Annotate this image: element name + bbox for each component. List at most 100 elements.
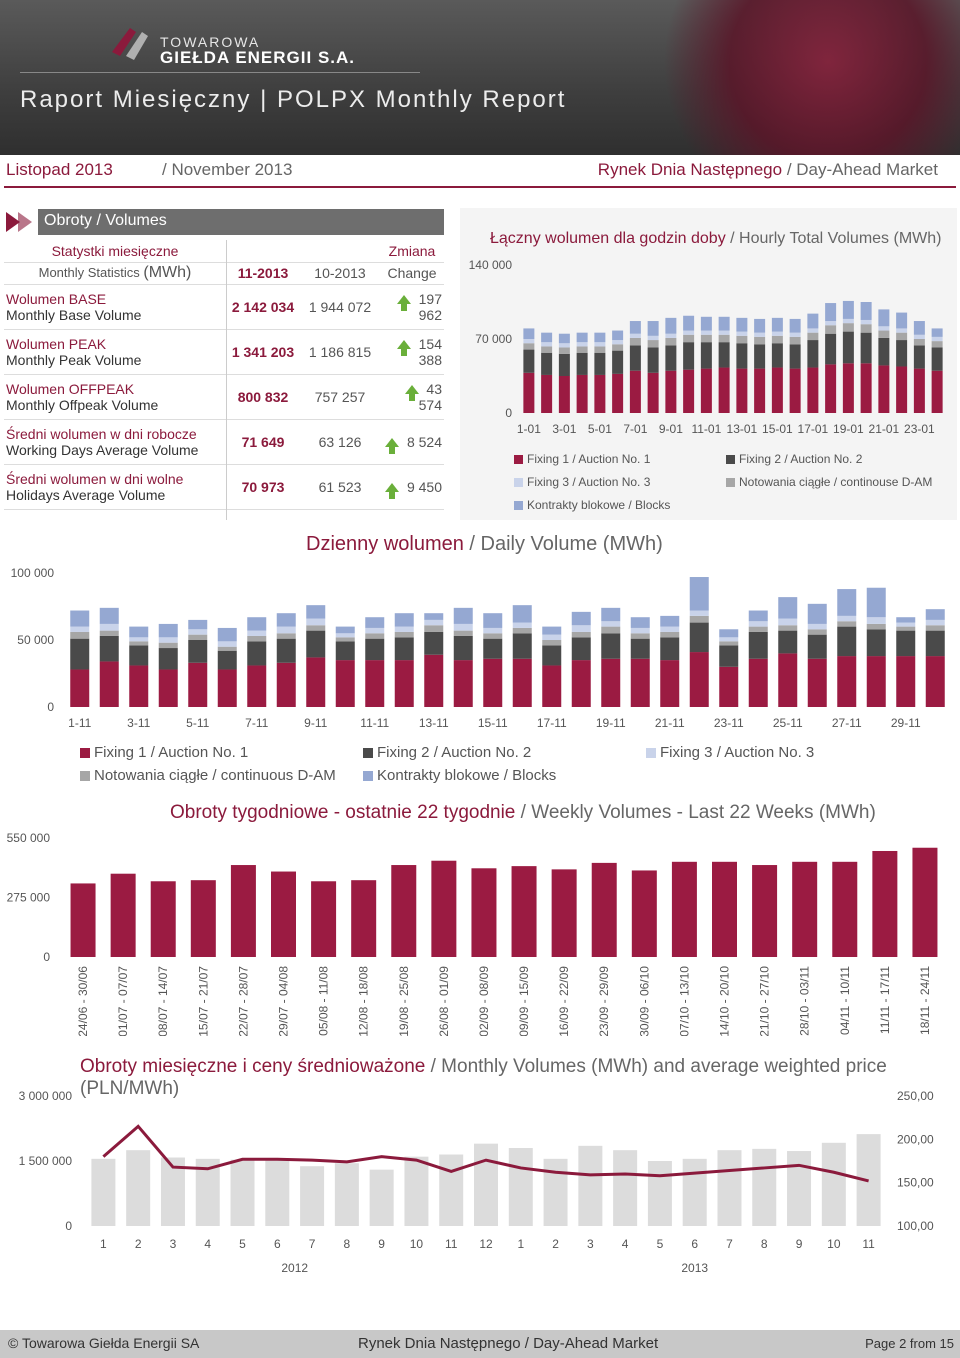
monthly-bar	[821, 1142, 846, 1226]
hourly-bar-f2	[541, 352, 553, 375]
daily-legend-f2-label: Fixing 2 / Auction No. 2	[377, 744, 532, 761]
daily-bar-f3	[689, 610, 709, 616]
daily-bar-f2	[542, 645, 562, 666]
hourly-bar-cont	[736, 335, 748, 344]
hourly-bar-f1	[576, 374, 588, 413]
daily-title-en: / Daily Volume (MWh)	[469, 533, 663, 555]
hourly-bar-blocks	[931, 328, 943, 337]
daily-x-tick: 11-11	[360, 716, 389, 730]
logo-line2: GIEŁDA ENERGII S.A.	[160, 48, 356, 67]
monthly-x-tick: 1	[100, 1237, 107, 1251]
swatch-f3	[514, 478, 523, 488]
hourly-x-tick: 3-01	[552, 422, 576, 436]
hourly-bar-f3	[647, 335, 659, 341]
monthly-bar	[787, 1151, 812, 1226]
weekly-bar	[912, 847, 938, 957]
monthly-x-tick: 8	[344, 1237, 351, 1251]
daily-bar-blocks	[99, 607, 119, 624]
hourly-bar-cont	[665, 337, 677, 346]
daily-bar-f3	[129, 637, 149, 642]
daily-bar-f2	[866, 629, 886, 657]
hourly-bar-f1	[931, 370, 943, 413]
market-en: / Day-Ahead Market	[786, 160, 938, 179]
daily-bar-f2	[925, 630, 945, 657]
row-previous: 61 523	[300, 464, 380, 510]
daily-bar-f3	[866, 617, 886, 624]
daily-y-tick: 100 000	[11, 566, 55, 580]
daily-bar-cont	[306, 625, 326, 631]
hourly-bar-f2	[594, 352, 606, 375]
hourly-bar-f3	[612, 340, 624, 345]
daily-bar-f2	[217, 650, 237, 670]
hourly-bar-f2	[825, 333, 837, 365]
volumes-row: Wolumen BASE Monthly Base Volume 2 142 034…	[4, 284, 444, 330]
daily-bar-f1	[335, 660, 355, 707]
report-title: Raport Miesięczny | POLPX Monthly Report	[20, 86, 567, 113]
market-pl: Rynek Dnia Następnego	[597, 160, 783, 179]
hourly-bar-f2	[754, 344, 766, 369]
swatch-f1	[514, 455, 523, 465]
daily-bar-f3	[571, 625, 591, 632]
daily-bar-f2	[748, 631, 768, 659]
row-change: 9 450	[380, 464, 444, 510]
hourly-bar-blocks	[665, 317, 677, 334]
daily-bar-f2	[335, 641, 355, 661]
daily-bar-f3	[335, 633, 355, 638]
weekly-bar	[471, 868, 497, 957]
hourly-bar-f2	[878, 337, 890, 366]
hourly-bar-blocks	[647, 321, 659, 336]
daily-chart: 100 000 50 000 0 1-11 3-11 5-11 7-11 9-11 11-11 1…	[11, 566, 945, 730]
monthly-x-tick: 7	[309, 1237, 316, 1251]
weekly-bar	[752, 865, 778, 957]
col-stat-en-text: Monthly Statistics	[38, 265, 140, 280]
hourly-bar-blocks	[541, 332, 553, 343]
hourly-bar-f3	[878, 326, 890, 331]
daily-bar-cont	[837, 621, 857, 627]
hourly-bar-blocks	[736, 317, 748, 332]
weekly-y-tick: 0	[43, 950, 50, 964]
daily-bar-f1	[925, 656, 945, 707]
monthly-x-tick: 5	[239, 1237, 246, 1251]
daily-bar-blocks	[630, 617, 650, 628]
daily-bar-cont	[748, 626, 768, 632]
swatch-f2	[726, 455, 735, 465]
daily-bar-cont	[217, 646, 237, 651]
weekly-x-tick: 29/07 - 04/08	[277, 966, 291, 1036]
hourly-bar-f2	[789, 344, 801, 369]
hourly-bar-blocks	[700, 316, 712, 331]
hourly-bar-f1	[594, 374, 606, 413]
hourly-bar-cont	[789, 336, 801, 345]
daily-x-tick: 1-11	[68, 716, 91, 730]
monthly-x-tick: 2	[135, 1237, 142, 1251]
hourly-bar-f2	[842, 331, 854, 364]
hourly-bar-cont	[771, 335, 783, 344]
hourly-bar-f3	[860, 319, 872, 325]
daily-bar-blocks	[453, 607, 473, 624]
row-label-pl: Wolumen OFFPEAK	[6, 380, 135, 397]
weekly-x-tick: 24/06 - 30/06	[76, 966, 90, 1036]
table-divider	[226, 240, 227, 520]
hourly-bar-cont	[878, 330, 890, 338]
daily-bar-f1	[571, 660, 591, 707]
monthly-title: Obroty miesięczne i ceny średnioważone /…	[80, 1056, 960, 1100]
weekly-bar	[110, 873, 136, 957]
daily-bar-f3	[630, 627, 650, 634]
daily-bar-blocks	[601, 607, 621, 622]
monthly-x-tick: 4	[622, 1237, 629, 1251]
monthly-x-tick: 6	[274, 1237, 281, 1251]
daily-bar-f1	[306, 657, 326, 707]
daily-bar-f1	[70, 669, 90, 707]
weekly-x-tick: 07/10 - 13/10	[677, 966, 691, 1036]
daily-bar-f3	[306, 618, 326, 626]
monthly-bar	[91, 1158, 116, 1226]
daily-bar-f2	[158, 648, 178, 670]
weekly-bar	[230, 865, 256, 957]
swatch-f2	[363, 748, 373, 759]
hourly-bar-cont	[594, 346, 606, 353]
row-current: 71 649	[226, 419, 300, 465]
hourly-bar-f3	[683, 330, 695, 335]
daily-bar-f2	[778, 630, 798, 654]
hourly-bar-f1	[647, 372, 659, 413]
daily-bar-blocks	[925, 609, 945, 620]
daily-bar-f2	[129, 645, 149, 666]
